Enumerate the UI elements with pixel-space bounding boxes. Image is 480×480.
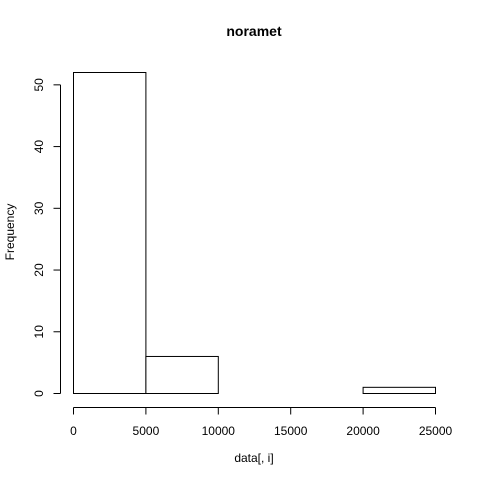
y-axis: 0 10 20 30 40 50 <box>32 78 61 397</box>
histogram-bar-0 <box>73 72 147 394</box>
histogram-bars <box>73 72 437 395</box>
x-tick-label-0: 0 <box>70 424 77 438</box>
y-tick-label-5: 50 <box>32 78 46 92</box>
chart-title: noramet <box>226 23 282 39</box>
x-tick-label-4: 20000 <box>346 424 380 438</box>
y-axis-label: Frequency <box>3 204 17 261</box>
histogram-bar-1 <box>145 355 219 395</box>
x-axis: 0 5000 10000 15000 20000 25000 <box>70 407 453 438</box>
x-tick-label-3: 15000 <box>274 424 308 438</box>
x-axis-label: data[, i] <box>234 451 273 465</box>
y-tick-label-1: 10 <box>32 325 46 339</box>
y-tick-label-3: 30 <box>32 201 46 215</box>
x-tick-label-2: 10000 <box>202 424 236 438</box>
y-tick-label-4: 40 <box>32 140 46 154</box>
y-tick-label-2: 20 <box>32 263 46 277</box>
x-tick-label-5: 25000 <box>419 424 453 438</box>
x-tick-label-1: 5000 <box>133 424 160 438</box>
y-tick-label-0: 0 <box>32 390 46 397</box>
histogram-bar-4 <box>362 386 437 395</box>
